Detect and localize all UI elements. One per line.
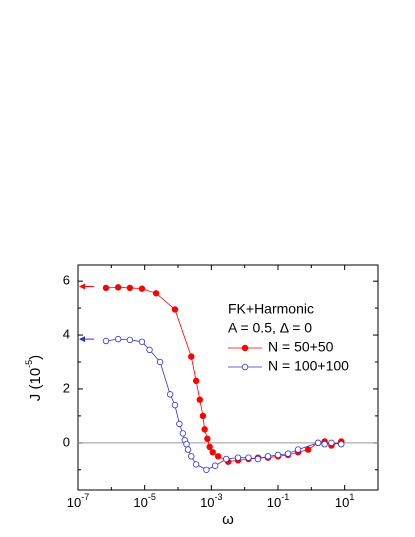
- data-point: [171, 306, 179, 313]
- data-point: [245, 454, 252, 461]
- data-point: [138, 285, 146, 292]
- data-point: [156, 358, 164, 366]
- x-tick-label: 10-3: [200, 492, 222, 510]
- data-point: [254, 455, 262, 463]
- limit-arrowhead: [79, 336, 85, 343]
- x-tick-label: 101: [335, 492, 354, 510]
- data-point: [114, 284, 122, 291]
- data-point: [204, 435, 211, 443]
- series-line: [105, 286, 342, 463]
- data-point: [284, 450, 292, 457]
- x-axis-label: ω: [222, 511, 234, 528]
- data-point: [199, 412, 207, 420]
- data-point: [209, 449, 216, 456]
- legend-marker: [241, 363, 249, 371]
- data-point: [304, 446, 312, 453]
- data-point: [192, 377, 200, 385]
- y-tick-label: 6: [63, 273, 70, 288]
- data-point: [234, 454, 242, 461]
- limit-arrowhead: [79, 283, 85, 290]
- data-point: [146, 346, 153, 354]
- data-point: [223, 455, 230, 463]
- data-point: [176, 420, 183, 428]
- data-point: [102, 284, 110, 292]
- y-tick-label: 0: [63, 434, 70, 449]
- y-axis-label: J (10-5): [24, 355, 44, 401]
- legend-label: N = 100+100: [268, 358, 349, 374]
- legend-label: N = 50+50: [268, 339, 334, 355]
- plot-frame: [77, 264, 379, 491]
- x-tick-label: 10-5: [133, 492, 155, 510]
- data-point: [338, 440, 345, 448]
- x-tick-label: 10-7: [67, 492, 89, 510]
- data-point: [214, 453, 222, 460]
- data-point: [188, 453, 195, 460]
- x-tick-label: 10-1: [267, 492, 289, 510]
- data-point: [328, 439, 335, 447]
- data-point: [203, 466, 210, 473]
- data-point: [321, 440, 328, 448]
- data-point: [206, 443, 213, 451]
- data-point: [183, 440, 190, 448]
- data-point: [126, 284, 134, 292]
- data-point: [102, 337, 110, 345]
- data-point: [184, 446, 192, 453]
- data-point: [264, 453, 272, 460]
- data-point: [171, 401, 179, 409]
- y-tick-label: 2: [63, 380, 70, 395]
- legend-title: FK+Harmonic: [228, 301, 314, 317]
- data-point: [138, 338, 146, 345]
- data-point: [294, 446, 302, 453]
- data-point: [166, 391, 174, 398]
- data-point: [211, 462, 219, 469]
- data-point: [188, 353, 195, 360]
- y-tick-label: 4: [63, 326, 70, 341]
- data-point: [274, 451, 282, 459]
- legend-title: A = 0.5, Δ = 0: [228, 320, 312, 336]
- data-point: [114, 335, 122, 343]
- data-point: [192, 461, 200, 468]
- data-point: [152, 290, 160, 297]
- data-point: [179, 430, 187, 437]
- data-point: [314, 439, 322, 447]
- legend-marker: [241, 344, 249, 352]
- data-point: [201, 426, 208, 433]
- data-point: [126, 336, 134, 344]
- data-point: [196, 396, 203, 403]
